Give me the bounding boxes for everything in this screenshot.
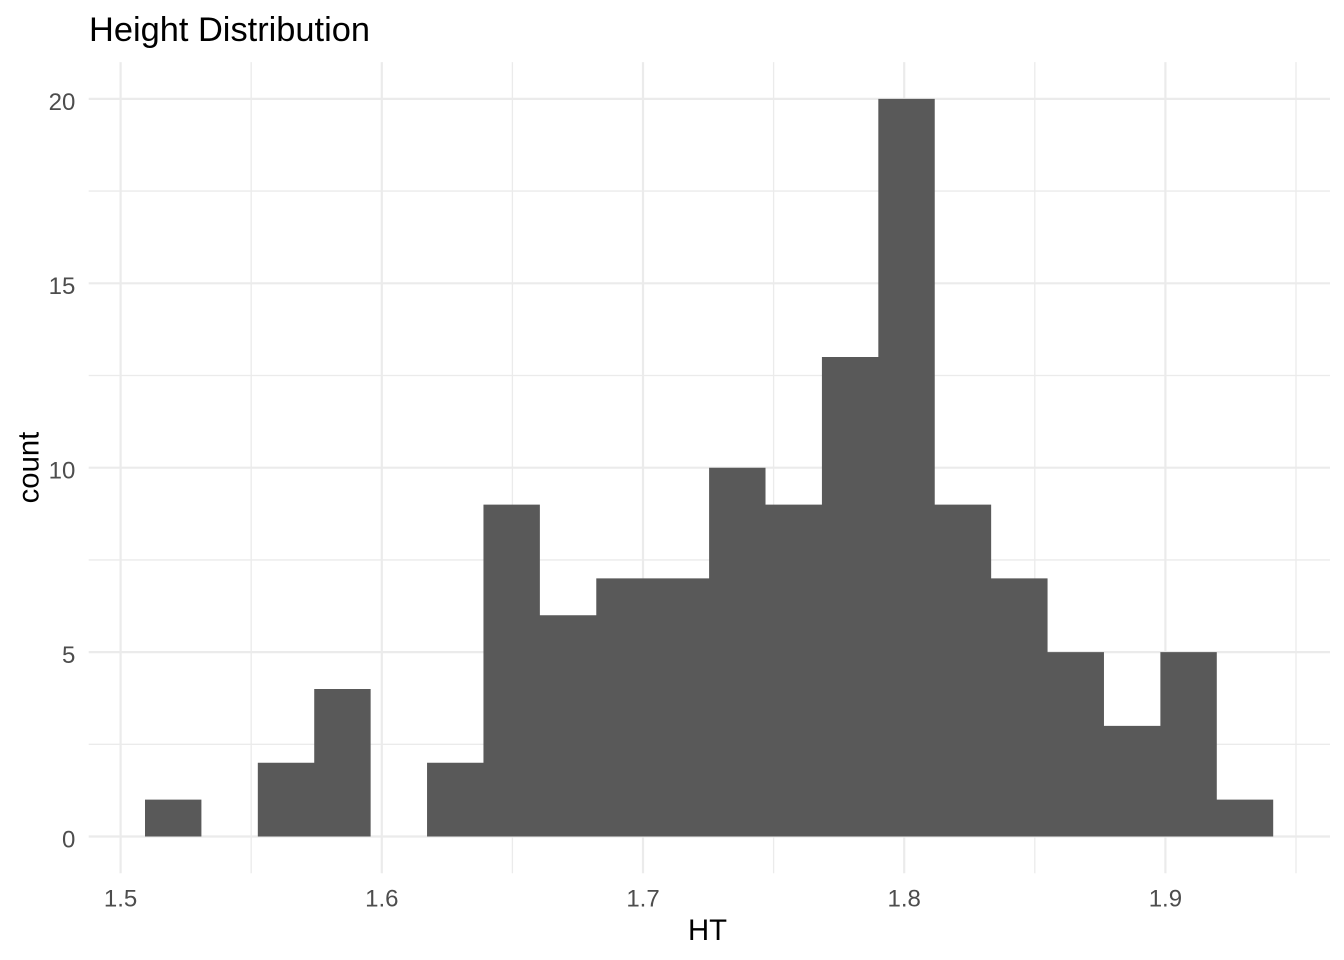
svg-text:20: 20 [49, 89, 76, 116]
svg-text:1.8: 1.8 [888, 885, 921, 912]
svg-text:count: count [12, 432, 45, 504]
svg-text:15: 15 [49, 273, 76, 300]
svg-text:1.6: 1.6 [365, 885, 398, 912]
svg-text:5: 5 [62, 642, 75, 669]
svg-text:0: 0 [62, 826, 75, 853]
svg-text:10: 10 [49, 458, 76, 485]
svg-text:Height Distribution: Height Distribution [89, 11, 370, 49]
svg-text:HT: HT [688, 914, 727, 947]
svg-text:1.9: 1.9 [1149, 885, 1182, 912]
svg-text:1.5: 1.5 [104, 885, 137, 912]
svg-text:1.7: 1.7 [626, 885, 659, 912]
